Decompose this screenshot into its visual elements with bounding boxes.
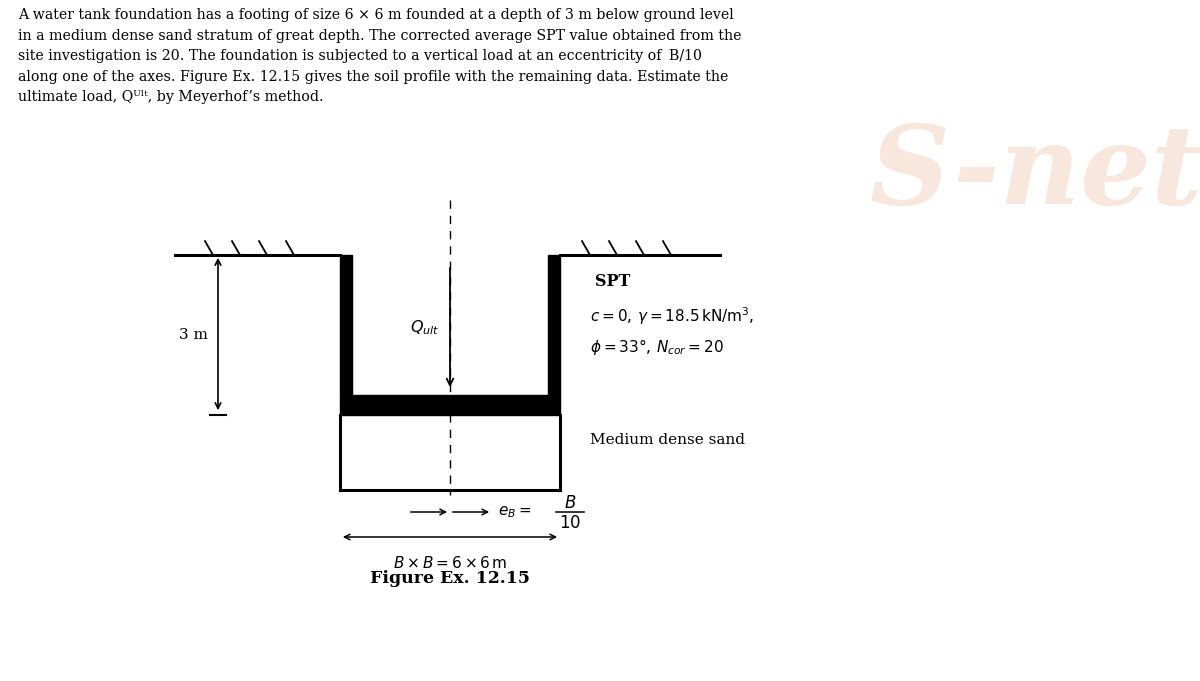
Text: $e_B = $: $e_B = $	[498, 504, 532, 520]
Bar	[340, 255, 352, 395]
Text: Medium dense sand: Medium dense sand	[590, 433, 745, 447]
Text: $c = 0,\, \gamma = 18.5\,\mathrm{kN/m^3},$: $c = 0,\, \gamma = 18.5\,\mathrm{kN/m^3}…	[590, 305, 755, 327]
Text: $B$: $B$	[564, 494, 576, 511]
Text: $B \times B = 6 \times 6\,\mathrm{m}$: $B \times B = 6 \times 6\,\mathrm{m}$	[392, 555, 508, 571]
Text: Figure Ex. 12.15: Figure Ex. 12.15	[370, 570, 530, 587]
Text: A water tank foundation has a footing of size 6 × 6 m founded at a depth of 3 m : A water tank foundation has a footing of…	[18, 8, 742, 104]
Text: S-net: S-net	[870, 120, 1200, 227]
Text: $Q_{ult}$: $Q_{ult}$	[410, 318, 440, 337]
Bar	[548, 255, 560, 395]
Text: $10$: $10$	[559, 515, 581, 531]
Text: 3 m: 3 m	[179, 328, 208, 342]
Text: SPT: SPT	[595, 273, 630, 290]
Text: $\phi = 33°,\, N_{cor} = 20$: $\phi = 33°,\, N_{cor} = 20$	[590, 337, 724, 357]
Bar	[340, 395, 560, 415]
